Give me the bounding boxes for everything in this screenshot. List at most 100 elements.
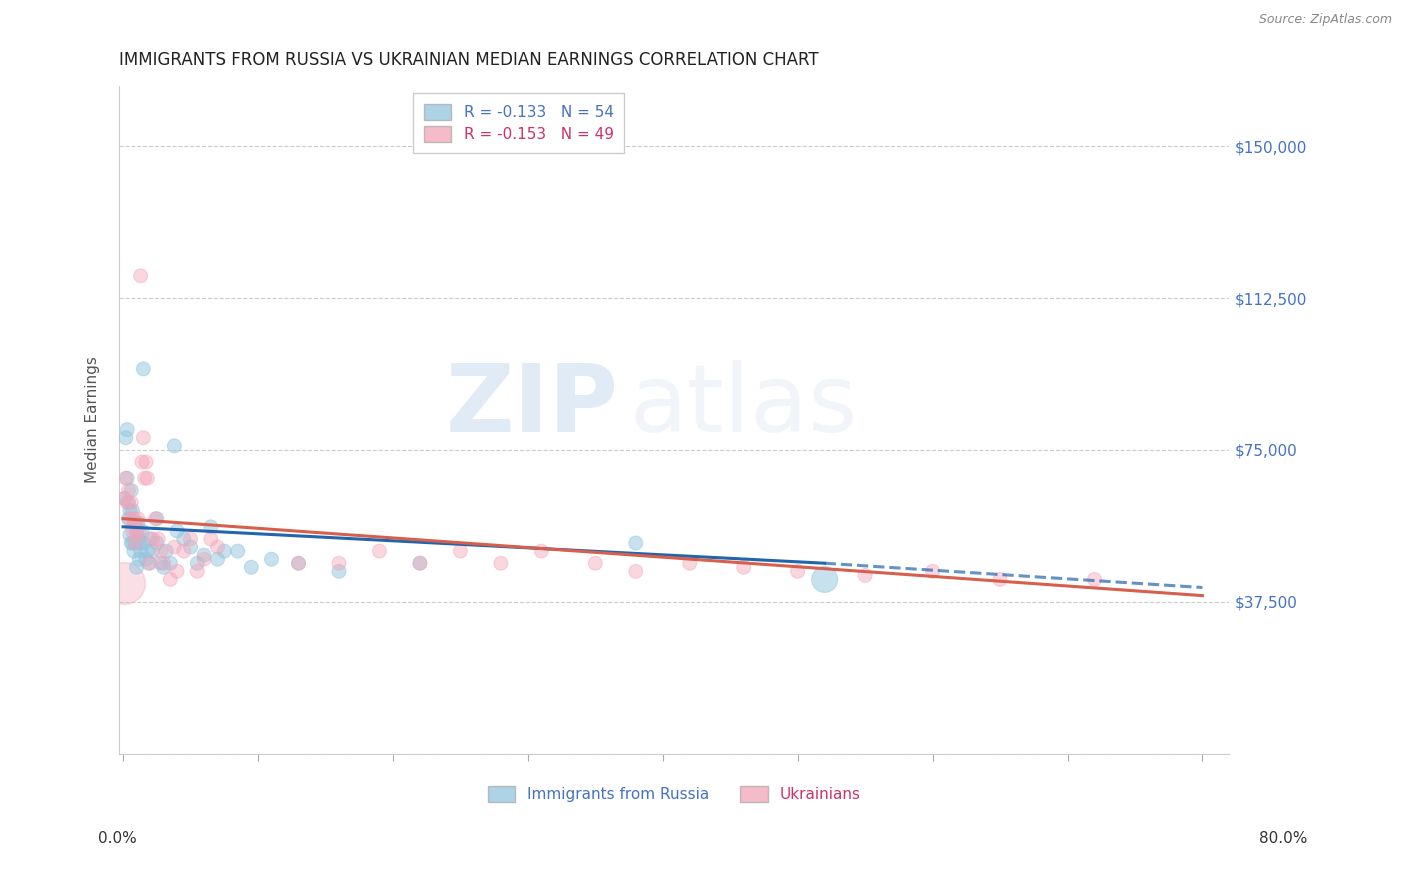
Point — [122, 544, 145, 558]
Point — [733, 560, 755, 574]
Point — [127, 532, 149, 546]
Point — [129, 268, 152, 283]
Point — [449, 544, 471, 558]
Point — [134, 471, 156, 485]
Point — [368, 544, 391, 558]
Point — [128, 552, 150, 566]
Point — [127, 512, 149, 526]
Point — [180, 540, 202, 554]
Point — [921, 565, 943, 579]
Point — [115, 423, 138, 437]
Point — [193, 552, 215, 566]
Y-axis label: Median Earnings: Median Earnings — [86, 356, 100, 483]
Point — [135, 552, 157, 566]
Point — [136, 544, 159, 558]
Point — [114, 471, 136, 485]
Point — [124, 536, 146, 550]
Point — [853, 568, 876, 582]
Point — [124, 516, 146, 530]
Point — [200, 532, 222, 546]
Point — [139, 556, 162, 570]
Point — [489, 556, 512, 570]
Text: Source: ZipAtlas.com: Source: ZipAtlas.com — [1258, 13, 1392, 27]
Point — [260, 552, 283, 566]
Point — [114, 491, 136, 506]
Point — [328, 565, 350, 579]
Point — [127, 516, 149, 530]
Point — [166, 524, 188, 538]
Point — [1083, 573, 1105, 587]
Point — [120, 483, 142, 498]
Point — [145, 512, 167, 526]
Point — [193, 548, 215, 562]
Point — [122, 512, 145, 526]
Point — [121, 536, 143, 550]
Point — [152, 556, 174, 570]
Point — [132, 362, 155, 376]
Point — [624, 536, 647, 550]
Point — [409, 556, 432, 570]
Point — [114, 431, 136, 445]
Point — [125, 524, 148, 538]
Point — [121, 524, 143, 538]
Point — [114, 491, 136, 506]
Point — [118, 528, 141, 542]
Point — [115, 495, 138, 509]
Point — [163, 540, 186, 554]
Point — [120, 495, 142, 509]
Point — [173, 544, 195, 558]
Point — [139, 532, 162, 546]
Point — [200, 520, 222, 534]
Text: 80.0%: 80.0% — [1260, 831, 1308, 846]
Point — [132, 431, 155, 445]
Point — [207, 552, 229, 566]
Point — [146, 512, 169, 526]
Point — [135, 455, 157, 469]
Point — [180, 532, 202, 546]
Point — [166, 565, 188, 579]
Point — [186, 565, 208, 579]
Point — [583, 556, 606, 570]
Point — [226, 544, 249, 558]
Point — [112, 576, 135, 591]
Point — [118, 503, 141, 517]
Point — [186, 556, 208, 570]
Point — [146, 536, 169, 550]
Point — [132, 536, 155, 550]
Point — [115, 471, 138, 485]
Point — [173, 532, 195, 546]
Point — [125, 528, 148, 542]
Point — [131, 524, 153, 538]
Point — [136, 471, 159, 485]
Point — [131, 455, 153, 469]
Point — [155, 544, 177, 558]
Point — [786, 565, 808, 579]
Point — [118, 512, 141, 526]
Point — [148, 532, 170, 546]
Point — [138, 556, 160, 570]
Point — [624, 565, 647, 579]
Point — [287, 556, 309, 570]
Point — [120, 536, 142, 550]
Point — [287, 556, 309, 570]
Point — [149, 556, 172, 570]
Point — [163, 439, 186, 453]
Point — [152, 560, 174, 574]
Point — [530, 544, 553, 558]
Text: atlas: atlas — [630, 360, 858, 452]
Text: 0.0%: 0.0% — [98, 831, 138, 846]
Point — [128, 536, 150, 550]
Point — [409, 556, 432, 570]
Text: ZIP: ZIP — [446, 360, 619, 452]
Text: IMMIGRANTS FROM RUSSIA VS UKRAINIAN MEDIAN EARNINGS CORRELATION CHART: IMMIGRANTS FROM RUSSIA VS UKRAINIAN MEDI… — [120, 51, 818, 69]
Point — [125, 560, 148, 574]
Point — [214, 544, 236, 558]
Point — [149, 544, 172, 558]
Legend: Immigrants from Russia, Ukrainians: Immigrants from Russia, Ukrainians — [477, 775, 872, 813]
Point — [240, 560, 263, 574]
Point — [124, 536, 146, 550]
Point — [814, 573, 837, 587]
Point — [988, 573, 1011, 587]
Point — [142, 544, 165, 558]
Point — [121, 503, 143, 517]
